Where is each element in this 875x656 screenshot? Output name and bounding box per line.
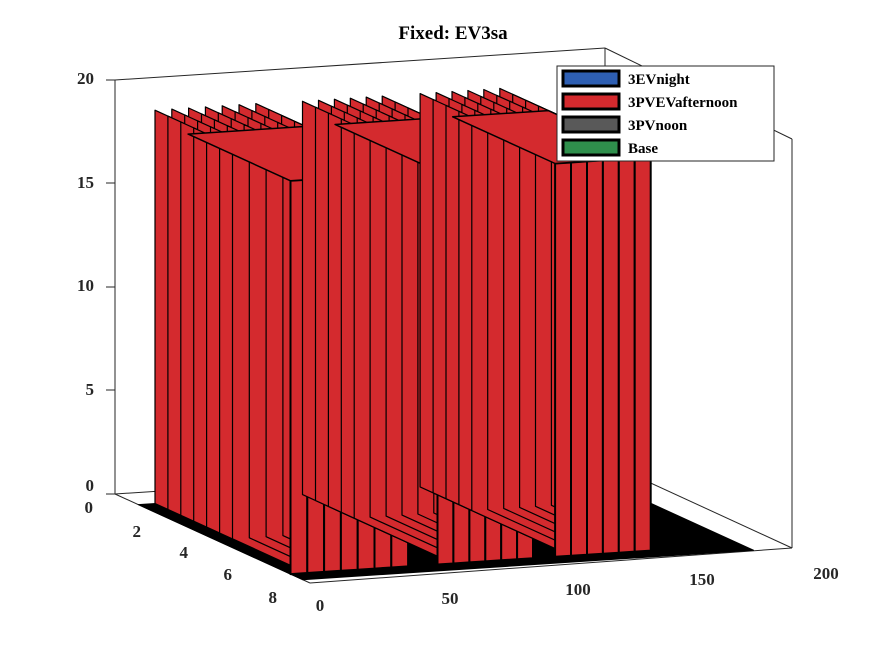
axis-back-top [114,47,606,81]
x-tick-label-0: 0 [316,596,325,615]
legend: 3EVnight 3PVEVafternoon 3PVnoon Base [556,65,775,162]
axis-front-floor [309,547,793,584]
chart-title: Fixed: EV3sa [398,23,508,44]
bar-block2-front-1 [570,160,588,557]
z-tick-label-5: 5 [86,380,95,399]
ticks-layer: 0 5 10 15 20 0 2 4 6 8 0 50 100 150 200 [77,69,839,615]
x-tick-label-150: 150 [689,570,715,589]
bars-layer [154,87,652,576]
z-tick-label-15: 15 [77,173,94,192]
bar-block2-front-2 [586,159,604,556]
x-tick-label-200: 200 [813,564,839,583]
x-tick-label-50: 50 [442,589,459,608]
y-tick-label-0: 0 [85,498,94,517]
z-tick-label-20: 20 [77,69,94,88]
bar-block2-front-5 [633,156,652,553]
legend-label-3pvevafternoon: 3PVEVafternoon [628,95,738,111]
legend-swatch-base [561,138,621,157]
x-tick-label-100: 100 [565,580,591,599]
z-tick-label-0: 0 [86,476,95,495]
legend-label-3pvnoon: 3PVnoon [628,118,688,134]
y-tick-label-4: 4 [180,543,189,562]
bar-block2-front-4 [617,157,636,554]
legend-label-3evnight: 3EVnight [628,72,690,88]
z-tick-label-10: 10 [77,276,94,295]
legend-label-base: Base [628,141,658,157]
y-tick-label-6: 6 [224,565,233,584]
legend-swatch-3evnight [561,69,621,88]
y-tick-label-2: 2 [133,522,142,541]
bar-block2-front-3 [601,158,620,555]
bar-block2-front-0 [554,161,572,558]
legend-swatch-3pvnoon [561,115,621,134]
y-tick-label-8: 8 [269,588,278,607]
legend-swatch-3pvevafternoon [561,92,621,111]
